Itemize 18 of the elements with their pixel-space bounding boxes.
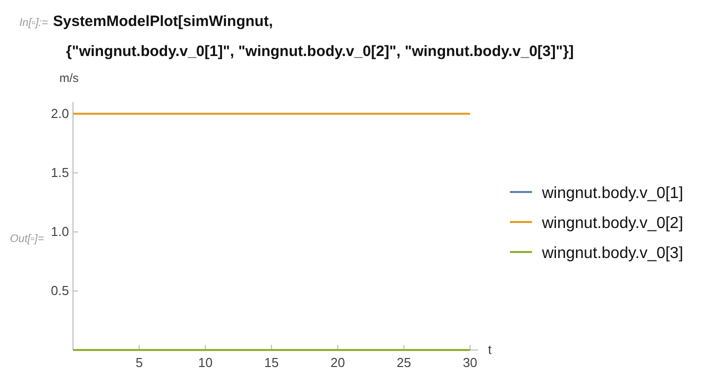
- y-axis-title: m/s: [59, 71, 79, 85]
- text: Out[▫]=: [10, 233, 45, 245]
- y-tick-label: 2.0: [50, 106, 69, 121]
- y-tick-label: 1.0: [50, 224, 69, 240]
- x-tick-label: 25: [396, 355, 412, 370]
- x-tick-label: 20: [330, 355, 345, 370]
- x-tick-label: 5: [136, 355, 143, 370]
- legend-label: wingnut.body.v_0[1]: [541, 185, 684, 202]
- legend-label: wingnut.body.v_0[3]: [541, 245, 684, 262]
- x-tick-label: 30: [462, 355, 478, 370]
- y-tick-label: 0.5: [50, 283, 69, 298]
- x-tick-label: 15: [264, 355, 279, 370]
- x-axis-title: t: [488, 342, 492, 357]
- y-tick-label: 1.5: [50, 165, 69, 180]
- x-tick-label: 10: [198, 355, 213, 370]
- chart-title: SystemModelPlot[simWingnut, {"wingnut.body.v_0[1]", "wingnut.body.v_0[2]", "wingnut.body.v_0[3]"}]: [53, 13, 574, 60]
- text: In[▫]:=: [19, 17, 49, 29]
- legend-label: wingnut.body.v_0[2]: [541, 215, 684, 232]
